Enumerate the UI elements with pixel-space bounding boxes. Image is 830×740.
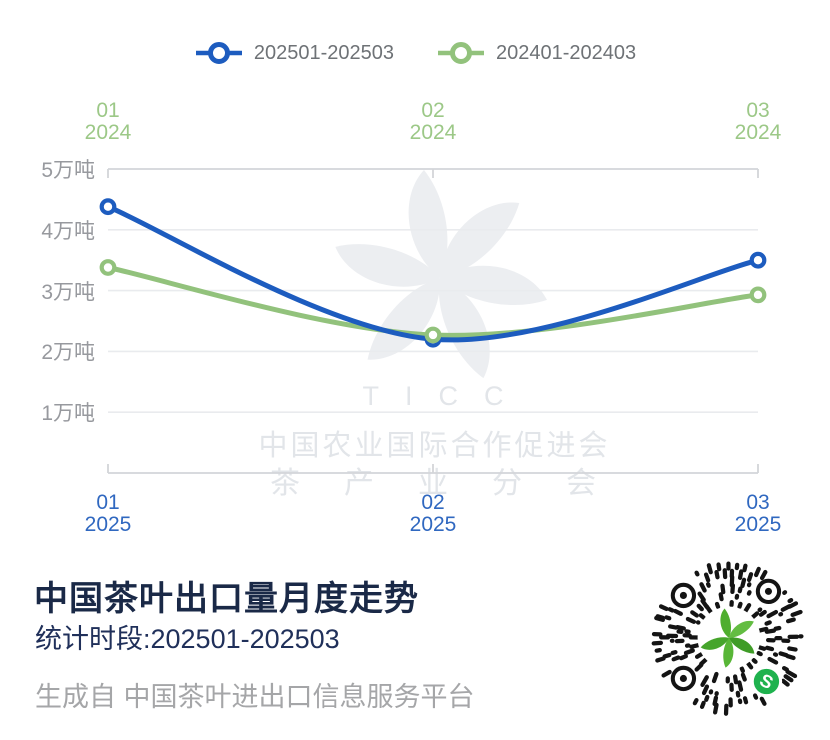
legend-marker-green-icon	[438, 42, 484, 64]
bottom-axis-label-03-2025: 03 2025	[734, 491, 782, 536]
wechat-miniprogram-qr-code: S	[651, 561, 804, 716]
y-axis-tick-1: 1万吨	[41, 402, 95, 425]
page-title: 中国茶叶出口量月度走势	[34, 580, 419, 618]
top-axis-label-02-2024: 02 2024	[409, 99, 457, 144]
watermark-acronym: TICC	[362, 381, 530, 411]
data-point-202501-202503-01	[99, 198, 117, 216]
watermark-org-name: 中国农业国际合作促进会	[258, 430, 611, 462]
y-axis-tick-3: 3万吨	[41, 281, 95, 304]
y-axis-tick-4: 4万吨	[41, 220, 95, 243]
data-point-202401-202403-03	[749, 286, 767, 304]
top-axis-label-03-2024: 03 2024	[734, 99, 782, 144]
data-point-202501-202503-03	[749, 251, 767, 269]
stat-period-subtitle: 统计时段:202501-202503	[35, 624, 340, 654]
legend-item-202401-202403[interactable]: 202401-202403	[436, 40, 636, 66]
legend-label: 202401-202403	[496, 41, 637, 64]
legend-item-202501-202503[interactable]: 202501-202503	[194, 40, 394, 66]
watermark: TICC 中国农业国际合作促进会 茶产业分会	[258, 170, 611, 500]
data-point-202501-202503-02	[424, 330, 442, 348]
legend-label: 202501-202503	[253, 41, 394, 64]
y-axis-tick-5: 5万吨	[41, 159, 95, 182]
series-line-202501-202503	[105, 204, 761, 343]
wechat-badge-icon: S	[750, 665, 783, 698]
bottom-axis-label-02-2025: 02 2025	[409, 491, 457, 536]
ticc-leaf-logo-watermark-icon	[328, 170, 553, 385]
legend-marker-blue-icon	[195, 42, 242, 64]
data-point-202401-202403-02	[424, 326, 442, 344]
qr-center-leaf-logo-icon	[697, 606, 761, 670]
line-chart-plot	[99, 168, 767, 474]
qr-position-marker-icon	[670, 582, 697, 609]
qr-position-marker-icon	[755, 578, 782, 605]
data-point-202401-202403-01	[99, 259, 117, 276]
series-line-202401-202403	[105, 265, 761, 338]
top-axis-label-01-2024: 01 2024	[84, 99, 132, 144]
source-attribution: 生成自 中国茶叶进出口信息服务平台	[35, 682, 475, 712]
chart-legend: 202501-202503 202401-202403	[0, 40, 830, 66]
y-axis-tick-2: 2万吨	[41, 341, 95, 364]
qr-dot-matrix	[651, 561, 804, 716]
axes	[107, 168, 759, 474]
gridlines	[108, 229, 758, 414]
qr-position-marker-icon	[670, 665, 697, 692]
bottom-axis-label-01-2025: 01 2025	[84, 491, 132, 536]
